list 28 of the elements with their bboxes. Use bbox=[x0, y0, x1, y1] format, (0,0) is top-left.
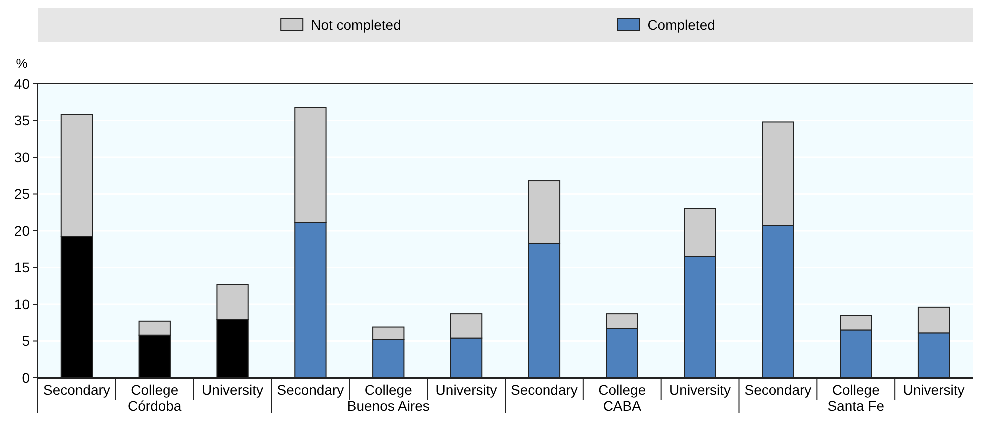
y-tick-label: 35 bbox=[14, 112, 30, 129]
x-tick-label: Secondary bbox=[510, 382, 578, 398]
y-tick-label: 25 bbox=[14, 186, 30, 202]
y-tick-label: 0 bbox=[22, 370, 30, 386]
y-axis-title: % bbox=[16, 56, 28, 71]
text: Buenos Aires bbox=[347, 398, 430, 414]
x-tick-label: College bbox=[832, 382, 880, 398]
text: Córdoba bbox=[128, 398, 182, 414]
y-tick-label: 40 bbox=[14, 76, 30, 92]
x-tick-label: Secondary bbox=[744, 382, 812, 398]
y-tick-label: 5 bbox=[22, 333, 30, 350]
x-tick-label: University bbox=[202, 382, 264, 398]
x-tick-label: University bbox=[436, 382, 498, 398]
y-tick-label: 30 bbox=[14, 149, 30, 166]
x-tick-label: Secondary bbox=[43, 382, 110, 398]
text: CABA bbox=[603, 398, 642, 414]
text: Santa Fe bbox=[828, 398, 885, 414]
legend-label: Completed bbox=[648, 17, 716, 33]
x-tick-label: College bbox=[131, 382, 179, 398]
x-tick-label: College bbox=[364, 382, 413, 398]
y-tick-label: 20 bbox=[14, 222, 30, 239]
x-tick-label: University bbox=[903, 382, 965, 398]
y-tick-label: 15 bbox=[14, 260, 30, 276]
x-tick-label: University bbox=[670, 382, 732, 398]
x-tick-label: College bbox=[598, 382, 646, 398]
y-tick-label: 10 bbox=[14, 296, 30, 312]
x-tick-label: Secondary bbox=[277, 382, 344, 398]
legend-label: Not completed bbox=[311, 17, 402, 33]
